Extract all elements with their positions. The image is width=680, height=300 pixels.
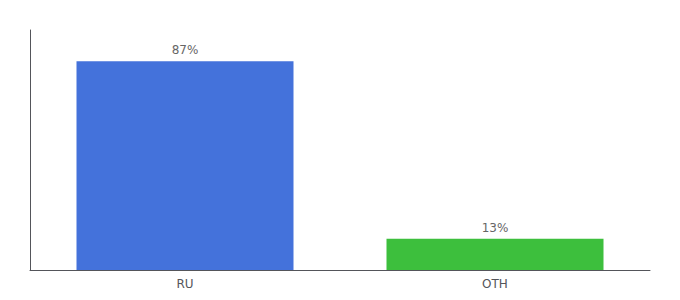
svg-text:13%: 13%	[482, 221, 509, 235]
svg-text:87%: 87%	[172, 43, 199, 57]
svg-text:RU: RU	[176, 277, 193, 291]
svg-text:OTH: OTH	[482, 277, 508, 291]
